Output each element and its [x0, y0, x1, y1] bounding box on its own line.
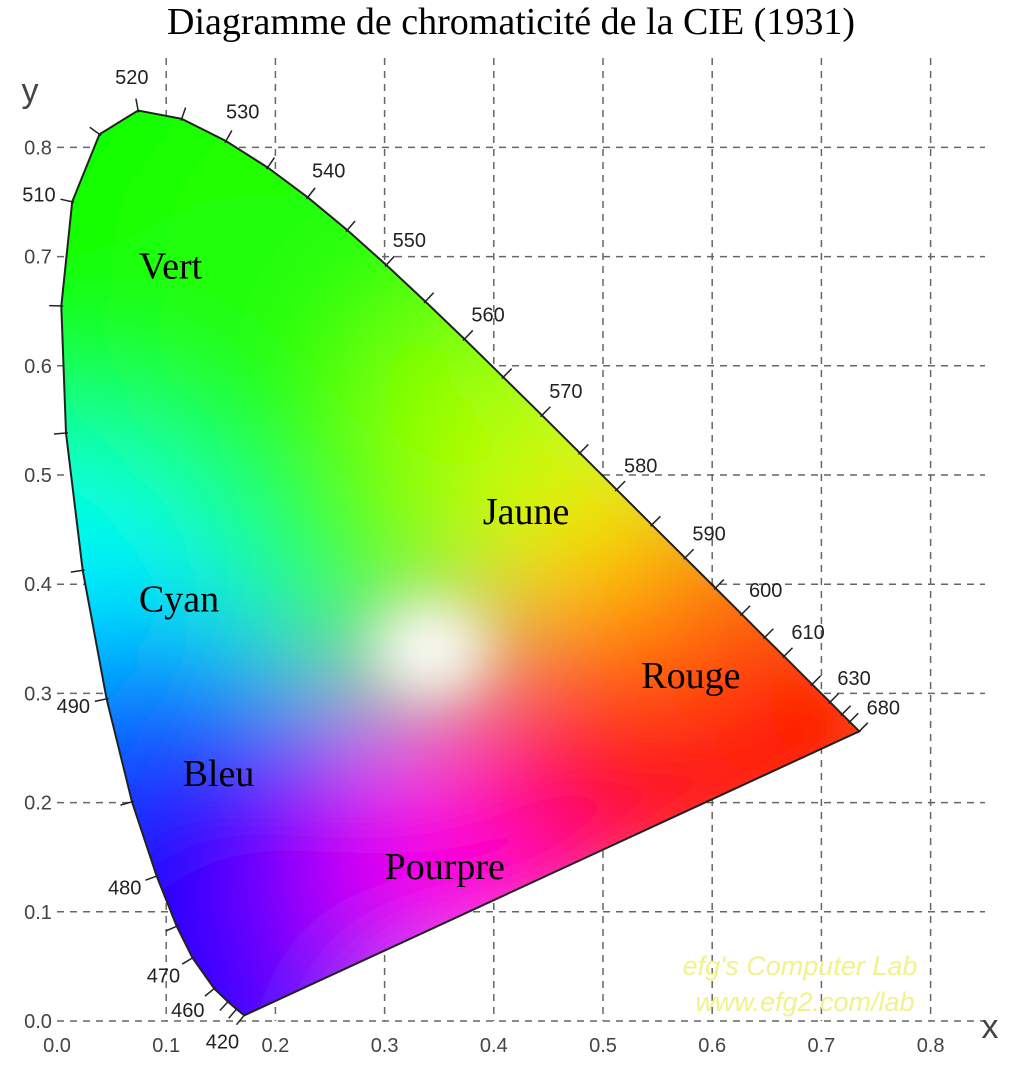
- wavelength-label-460: 460: [171, 1000, 204, 1022]
- wavelength-tick: [345, 220, 356, 233]
- wavelength-tick: [739, 605, 751, 617]
- wavelength-tick: [228, 1007, 239, 1019]
- wavelength-tick: [89, 126, 102, 137]
- wavelength-label-630: 630: [837, 668, 870, 690]
- wavelength-tick: [224, 130, 233, 144]
- wavelength-tick: [219, 999, 230, 1012]
- wavelength-label-520: 520: [115, 67, 148, 89]
- wavelength-tick: [810, 675, 822, 687]
- wavelength-label-470: 470: [147, 965, 180, 987]
- wavelength-tick: [828, 693, 840, 705]
- wavelength-tick: [120, 800, 135, 806]
- wavelength-tick: [847, 712, 859, 724]
- wavelength-tick: [165, 924, 179, 932]
- wavelength-label-550: 550: [393, 230, 426, 252]
- wavelength-tick: [577, 443, 589, 455]
- wavelength-tick: [762, 628, 774, 640]
- wavelength-tick: [70, 569, 85, 573]
- wavelength-label-480: 480: [108, 878, 141, 900]
- wavelength-label-610: 610: [791, 622, 824, 644]
- wavelength-tick: [181, 956, 195, 965]
- wavelength-label-560: 560: [471, 305, 504, 327]
- wavelength-tick: [60, 198, 75, 203]
- wavelength-tick: [423, 292, 435, 304]
- wavelength-label-590: 590: [692, 524, 725, 546]
- wavelength-tick: [180, 107, 187, 121]
- wavelength-tick: [840, 705, 852, 717]
- watermark-line-2: www.efg2.com/lab: [695, 987, 914, 1017]
- wavelength-tick: [501, 368, 513, 380]
- chart-title: Diagramme de chromaticité de la CIE (193…: [167, 1, 855, 43]
- y-tick-label: 0.0: [24, 1011, 52, 1033]
- x-tick-label: 0.8: [917, 1035, 945, 1057]
- wavelength-label-540: 540: [312, 161, 345, 183]
- wavelength-tick: [614, 480, 626, 492]
- axis-tick-labels: 0.0 0.1 0.2 0.3 0.4 0.5 0.6 0.7 0.8 0.0 0.1 0.2 0.3 0…: [24, 137, 944, 1057]
- region-labels: Vert Cyan Bleu Jaune Rouge Pourpre: [139, 245, 741, 888]
- wavelength-tick: [145, 874, 159, 881]
- region-label-jaune: Jaune: [483, 491, 570, 533]
- wavelength-label-680: 680: [867, 697, 900, 719]
- x-tick-label: 0.7: [807, 1035, 835, 1057]
- wavelength-tick: [53, 432, 69, 435]
- x-tick-label: 0.1: [152, 1035, 180, 1057]
- wavelength-label-580: 580: [624, 456, 657, 478]
- region-label-rouge: Rouge: [641, 655, 740, 697]
- wavelength-tick: [204, 986, 217, 997]
- wavelength-tick: [683, 548, 695, 560]
- wavelength-label-600: 600: [749, 580, 782, 602]
- region-label-cyan: Cyan: [139, 579, 219, 621]
- watermark: efg's Computer Lab www.efg2.com/lab: [683, 951, 918, 1017]
- y-tick-label: 0.4: [24, 574, 52, 596]
- wavelength-tick: [235, 1013, 247, 1026]
- y-tick-label: 0.2: [24, 793, 52, 815]
- y-tick-label: 0.7: [24, 247, 52, 269]
- y-tick-label: 0.1: [24, 902, 52, 924]
- wavelength-tick: [713, 578, 725, 590]
- x-tick-label: 0.4: [480, 1035, 508, 1057]
- y-tick-label: 0.3: [24, 683, 52, 705]
- wavelength-tick: [94, 697, 109, 703]
- wavelength-tick: [857, 722, 869, 734]
- wavelength-tick: [649, 515, 661, 527]
- wavelength-label-510: 510: [22, 184, 55, 206]
- x-axis-label: x: [982, 1008, 999, 1046]
- x-tick-label: 0.2: [261, 1035, 289, 1057]
- watermark-line-1: efg's Computer Lab: [683, 951, 918, 981]
- x-tick-label: 0.3: [371, 1035, 399, 1057]
- wavelength-tick: [265, 157, 276, 170]
- y-tick-label: 0.5: [24, 465, 52, 487]
- y-tick-label: 0.8: [24, 137, 52, 159]
- x-tick-label: 0.0: [43, 1035, 71, 1057]
- region-label-bleu: Bleu: [183, 753, 255, 795]
- region-label-pourpre: Pourpre: [385, 846, 505, 888]
- wavelength-tick: [384, 255, 395, 267]
- wavelength-tick: [462, 329, 474, 342]
- x-tick-label: 0.6: [698, 1035, 726, 1057]
- wavelength-label-570: 570: [549, 381, 582, 403]
- white-point-glow: [375, 604, 486, 695]
- wavelength-label-530: 530: [226, 101, 259, 123]
- wavelength-tick: [782, 647, 794, 659]
- y-tick-label: 0.6: [24, 356, 52, 378]
- region-label-vert: Vert: [139, 245, 203, 287]
- x-tick-label: 0.5: [589, 1035, 617, 1057]
- y-axis-label: y: [22, 72, 39, 110]
- wavelength-tick: [135, 98, 140, 113]
- wavelength-tick: [305, 187, 316, 200]
- wavelength-label-420: 420: [206, 1032, 239, 1054]
- wavelength-label-490: 490: [57, 696, 90, 718]
- wavelength-tick: [540, 406, 551, 418]
